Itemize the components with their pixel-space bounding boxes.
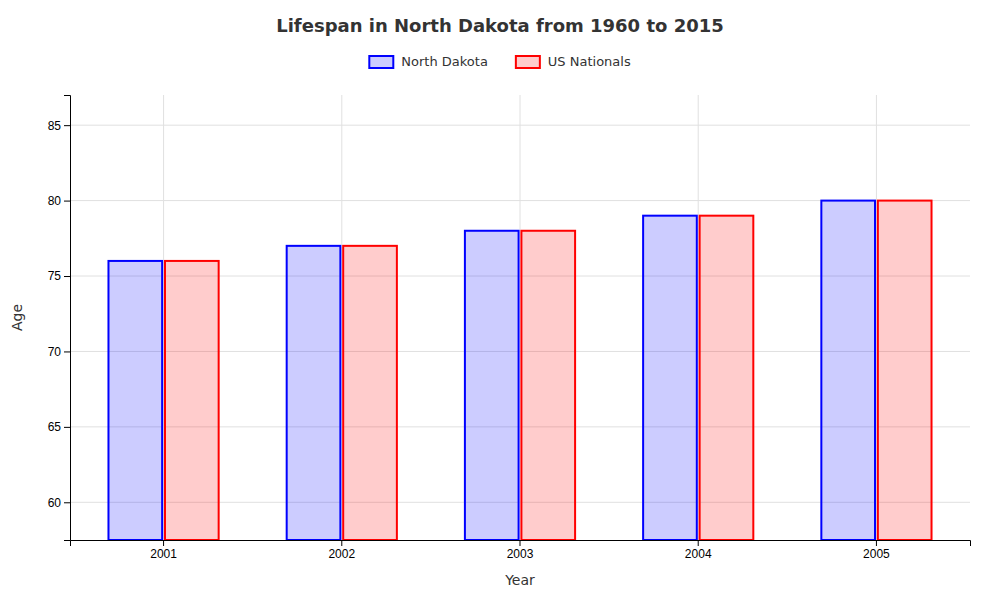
x-tick: 2001 xyxy=(150,540,177,561)
x-tick: 2005 xyxy=(863,540,890,561)
x-tick: 2003 xyxy=(507,540,534,561)
grid xyxy=(70,95,970,540)
series-bars xyxy=(165,201,932,540)
y-tick: 80 xyxy=(48,194,70,208)
x-tick: 2002 xyxy=(328,540,355,561)
bar xyxy=(821,201,875,540)
y-tick-mark xyxy=(64,427,70,428)
x-tick-mark xyxy=(698,540,699,546)
x-tick: 2004 xyxy=(685,540,712,561)
y-tick-label: 70 xyxy=(48,345,62,359)
bar xyxy=(700,216,754,540)
y-tick-label: 75 xyxy=(48,269,62,283)
legend-label: US Nationals xyxy=(548,54,631,69)
x-tick-mark xyxy=(163,540,164,546)
y-tick: 75 xyxy=(48,269,70,283)
grid-line-x xyxy=(163,95,164,540)
x-tick-label: 2002 xyxy=(328,547,355,561)
series-bars xyxy=(108,201,875,540)
chart: 2001 2002 2003 2004 2005 60 65 70 75 80 85 Year Age L… xyxy=(0,0,1000,600)
x-tick-label: 2005 xyxy=(863,547,890,561)
x-tick-label: 2001 xyxy=(150,547,177,561)
title: Lifespan in North Dakota from 1960 to 20… xyxy=(276,15,724,36)
y-tick-label: 60 xyxy=(48,496,62,510)
bars xyxy=(108,201,931,540)
bar xyxy=(108,261,162,540)
bar xyxy=(343,246,397,540)
x-tick-label: 2004 xyxy=(685,547,712,561)
y-tick-label: 80 xyxy=(48,194,62,208)
y-axis-line xyxy=(64,96,71,541)
legend-swatch xyxy=(369,56,393,68)
x-axis-title: Year xyxy=(504,572,535,588)
grid-line-x xyxy=(698,95,699,540)
y-tick: 85 xyxy=(48,119,70,133)
y-axis-title: Age xyxy=(9,304,25,331)
y-tick: 65 xyxy=(48,420,70,434)
legend-item: US Nationals xyxy=(516,54,631,69)
plot-area: 2001 2002 2003 2004 2005 60 65 70 75 80 85 xyxy=(48,95,971,561)
x-tick-label: 2003 xyxy=(507,547,534,561)
legend-label: North Dakota xyxy=(401,54,488,69)
bar xyxy=(521,231,575,540)
grid-line-x xyxy=(520,95,521,540)
bar xyxy=(465,231,519,540)
y-tick-label: 85 xyxy=(48,119,62,133)
legend: North Dakota US Nationals xyxy=(369,54,631,69)
bar xyxy=(165,261,219,540)
legend-swatch xyxy=(516,56,540,68)
x-tick-mark xyxy=(520,540,521,546)
y-tick-mark xyxy=(64,201,70,202)
grid-line-x xyxy=(876,95,877,540)
bar xyxy=(287,246,341,540)
legend-item: North Dakota xyxy=(369,54,488,69)
y-axis: 60 65 70 75 80 85 xyxy=(48,96,71,541)
bar xyxy=(643,216,697,540)
y-tick-mark xyxy=(64,276,70,277)
grid-line-x xyxy=(341,95,342,540)
x-tick-mark xyxy=(341,540,342,546)
y-tick-mark xyxy=(64,502,70,503)
x-tick-mark xyxy=(876,540,877,546)
y-tick-mark xyxy=(64,351,70,352)
y-tick: 70 xyxy=(48,345,70,359)
x-axis: 2001 2002 2003 2004 2005 xyxy=(71,540,971,561)
y-tick-label: 65 xyxy=(48,420,62,434)
bar xyxy=(878,201,932,540)
y-tick: 60 xyxy=(48,496,70,510)
x-axis-line xyxy=(71,541,971,547)
y-tick-mark xyxy=(64,125,70,126)
